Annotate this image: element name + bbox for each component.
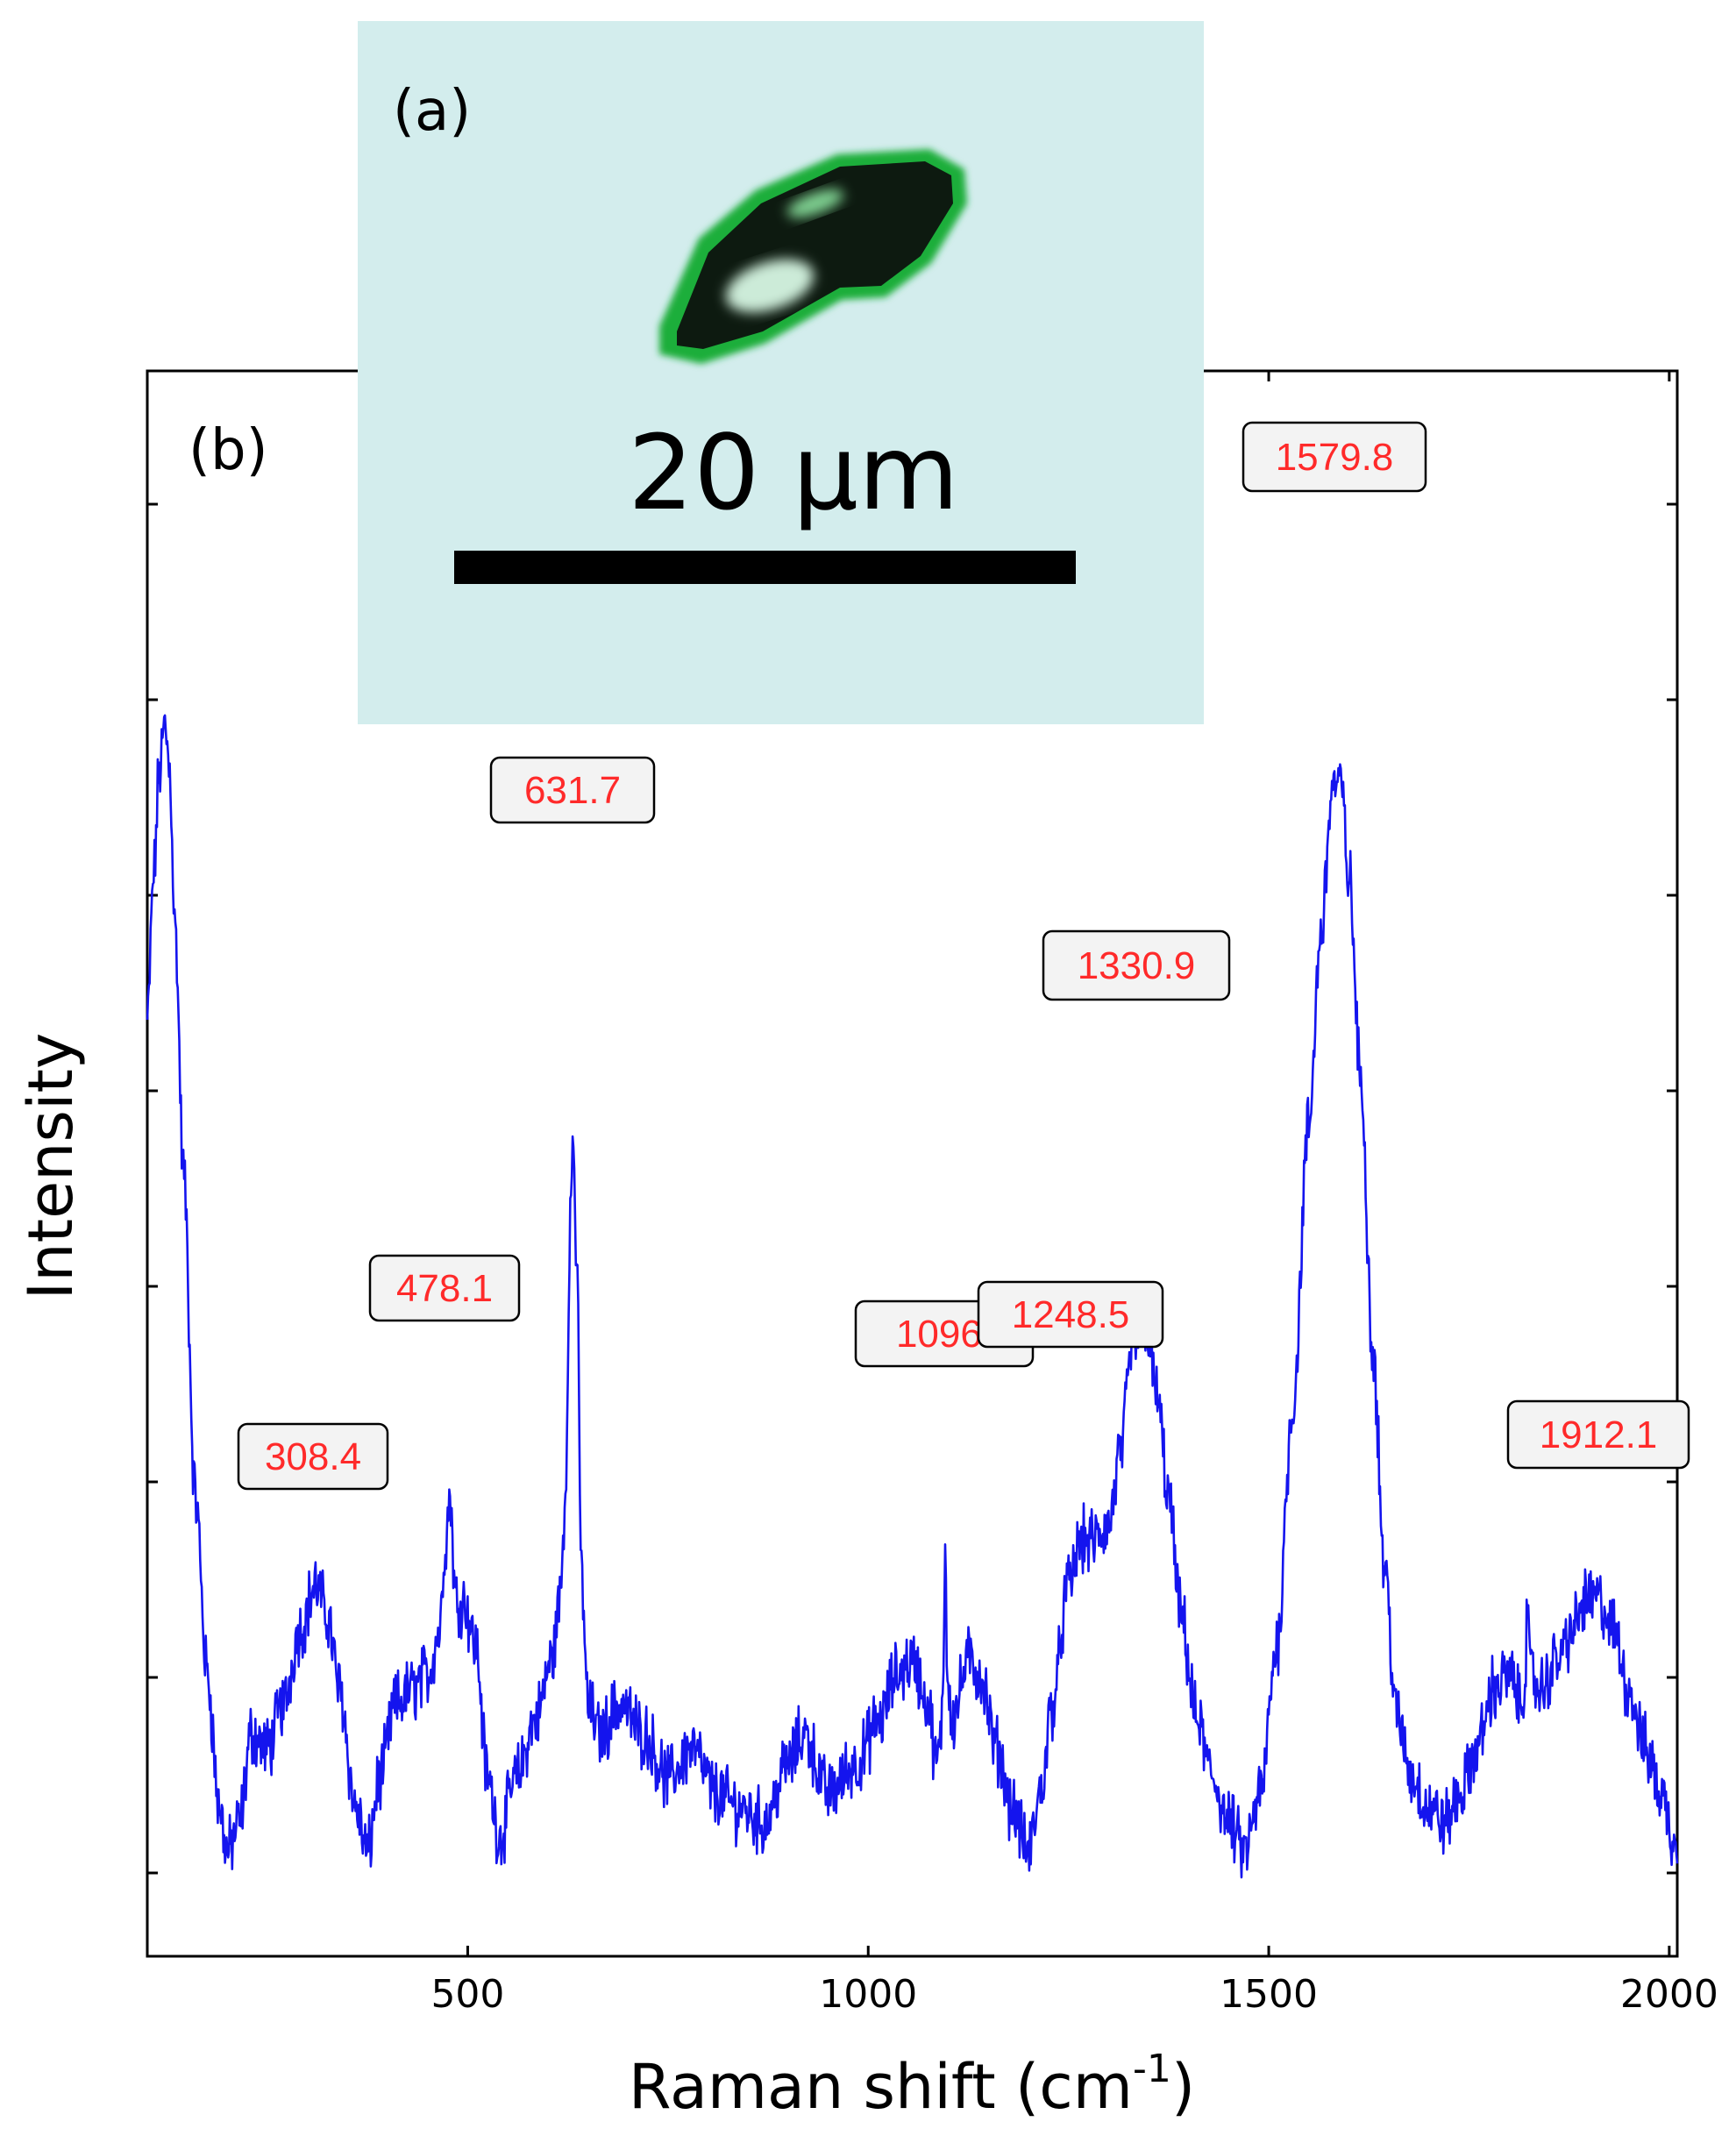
x-tick-label: 500 [430, 1972, 504, 2017]
y-axis-title: Intensity [15, 1033, 87, 1300]
x-axis-ticks: 500 1000 1500 2000 [430, 371, 1718, 2017]
peak-label: 1579.8 [1242, 421, 1427, 493]
peak-label-text: 1248.5 [1012, 1293, 1130, 1336]
peak-annotations: 308.4 478.1 631.7 1096. 1248.5 1330.9 1579.8 19… [237, 421, 1690, 1491]
inset-background [358, 21, 1204, 724]
x-axis-title: Raman shift (cm-1) [629, 2047, 1195, 2123]
peak-label: 478.1 [368, 1254, 521, 1322]
scale-bar-label: 20 µm [628, 412, 959, 533]
peak-label-box [1042, 929, 1231, 1001]
peak-label-box [368, 1254, 521, 1322]
peak-label: 1912.1 [1506, 1399, 1690, 1470]
peak-label-box [977, 1280, 1164, 1349]
particle-highlight-small-shape [786, 189, 844, 218]
peak-label-box [1242, 421, 1427, 493]
peak-label: 1330.9 [1042, 929, 1231, 1001]
x-tick-label: 2000 [1620, 1972, 1718, 2017]
particle-highlight-shape [725, 259, 815, 313]
panel-a-label: (a) [393, 79, 471, 144]
peak-label-text: 308.4 [265, 1435, 361, 1478]
peak-label-text: 631.7 [524, 769, 621, 812]
x-tick-label: 1500 [1220, 1972, 1318, 2017]
peak-label-text: 478.1 [396, 1267, 493, 1310]
peak-label: 1248.5 [977, 1280, 1164, 1349]
y-axis-ticks [147, 502, 1677, 1875]
peak-label: 308.4 [237, 1422, 389, 1491]
panel-b-label: (b) [189, 418, 268, 483]
peak-label-box [489, 756, 656, 824]
inset-micrograph: (a) 20 µm [358, 21, 1204, 724]
peak-label-text: 1912.1 [1540, 1413, 1658, 1456]
peak-label-box [1506, 1399, 1690, 1470]
peak-label-text: 1330.9 [1078, 944, 1196, 987]
x-tick-label: 1000 [819, 1972, 917, 2017]
raman-spectrum-line [146, 714, 1679, 1879]
peak-label-text: 1579.8 [1276, 436, 1394, 479]
peak-label-box [237, 1422, 389, 1491]
peak-label-text: 1096. [896, 1313, 993, 1356]
scale-bar [454, 551, 1076, 584]
peak-label: 631.7 [489, 756, 656, 824]
